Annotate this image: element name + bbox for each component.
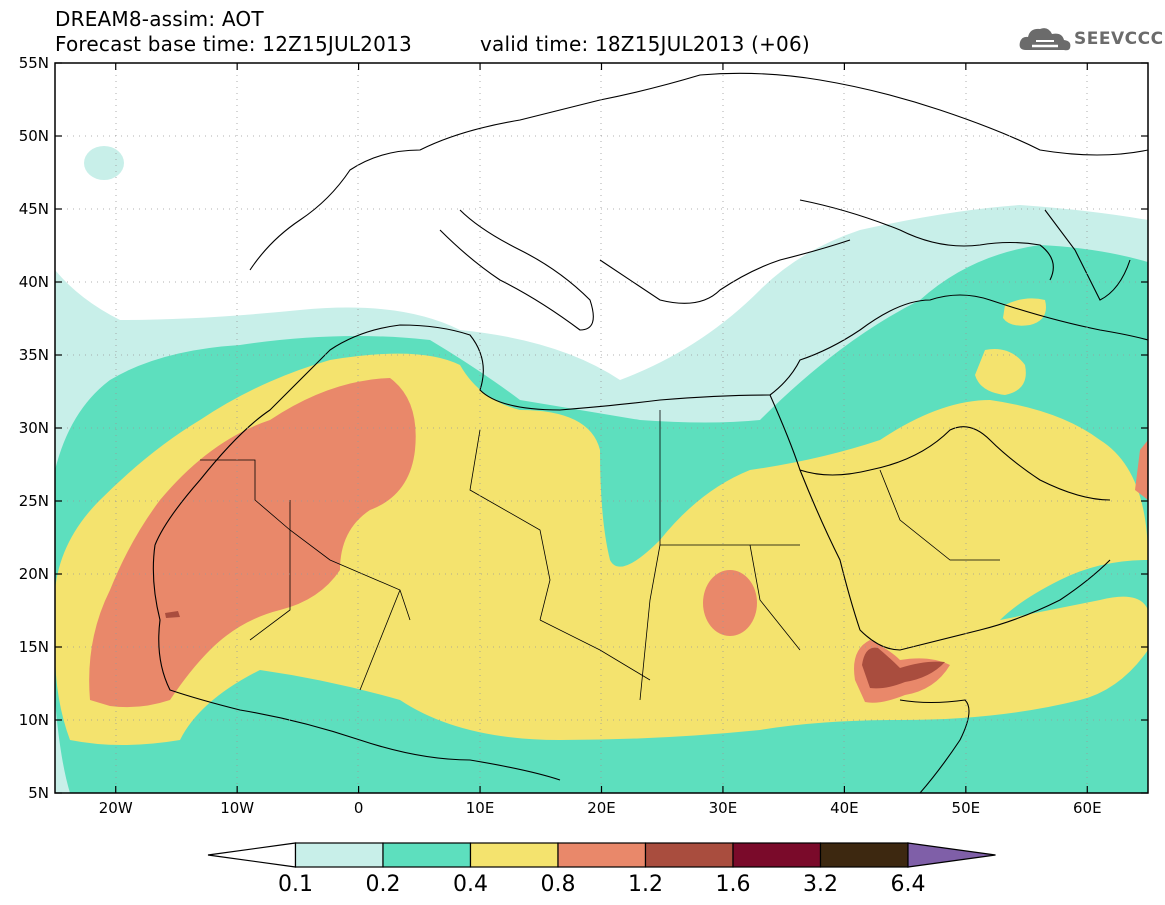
colorbar-box	[382, 842, 472, 868]
logo-text: SEEVCCC	[1074, 29, 1164, 49]
country-borders	[200, 410, 1000, 701]
colorbar: 0.1 0.2 0.4 0.8 1.2 1.6 3.2 6.4	[207, 842, 996, 897]
y-tick-label: 15N	[19, 638, 49, 656]
colorbar-box	[294, 842, 384, 868]
y-tick-label: 35N	[19, 346, 49, 364]
y-tick-label: 45N	[19, 200, 49, 218]
aot-band-1.2	[165, 611, 945, 689]
x-tick-label: 10E	[466, 799, 495, 817]
colorbar-box	[557, 842, 647, 868]
colorbar-label: 0.8	[541, 872, 576, 897]
x-tick-label: 40E	[830, 799, 859, 817]
colorbar-box	[819, 842, 909, 868]
colorbar-box	[469, 842, 559, 868]
y-tick-label: 20N	[19, 565, 49, 583]
colorbar-arrow-high	[907, 842, 996, 868]
y-tick-label: 10N	[19, 711, 49, 729]
x-tick-label: 10W	[220, 799, 254, 817]
x-tick-label: 60E	[1073, 799, 1102, 817]
colorbar-label: 0.1	[278, 872, 313, 897]
y-tick-label: 50N	[19, 127, 49, 145]
y-tick-label: 30N	[19, 419, 49, 437]
forecast-base-time: Forecast base time: 12Z15JUL2013	[55, 32, 412, 56]
y-tick-label: 5N	[28, 784, 49, 802]
colorbar-box	[732, 842, 822, 868]
colorbar-label: 0.2	[366, 872, 401, 897]
y-tick-label: 40N	[19, 273, 49, 291]
colorbar-label: 6.4	[891, 872, 926, 897]
x-tick-label: 20W	[99, 799, 133, 817]
colorbar-label: 1.2	[628, 872, 663, 897]
colorbar-arrow-low	[207, 842, 297, 868]
coastlines	[152, 72, 1148, 793]
y-tick-label: 55N	[19, 54, 49, 72]
colorbar-label: 0.4	[453, 872, 488, 897]
colorbar-box	[644, 842, 734, 868]
y-tick-label: 25N	[19, 492, 49, 510]
colorbar-label: 1.6	[716, 872, 751, 897]
x-tick-label: 50E	[952, 799, 981, 817]
x-axis-ticks: 20W 10W 0 10E 20E 30E 40E 50E 60E	[99, 63, 1102, 817]
x-tick-label: 0	[354, 799, 364, 817]
cloud-icon	[1019, 28, 1071, 51]
valid-time: valid time: 18Z15JUL2013 (+06)	[480, 32, 810, 56]
map-title: DREAM8-assim: AOT	[55, 7, 264, 31]
x-tick-label: 30E	[709, 799, 738, 817]
x-tick-label: 20E	[587, 799, 616, 817]
grid-lines	[55, 63, 1148, 793]
y-axis-ticks: 5N 10N 15N 20N 25N 30N 35N 40N 45N 50N 55N	[19, 54, 1148, 802]
seevccc-logo: SEEVCCC	[1018, 24, 1163, 54]
colorbar-label: 3.2	[803, 872, 838, 897]
